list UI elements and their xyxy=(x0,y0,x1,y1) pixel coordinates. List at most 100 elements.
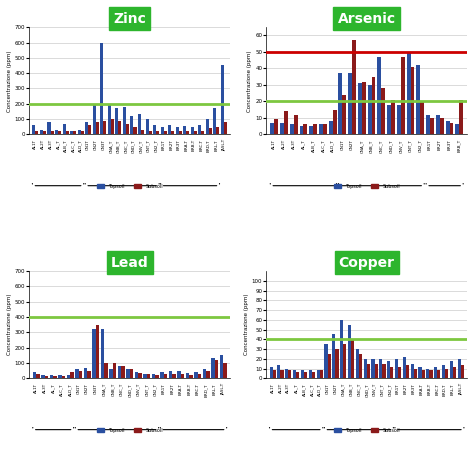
Bar xyxy=(41,375,45,378)
Bar xyxy=(63,124,65,134)
Bar xyxy=(194,131,197,134)
Bar xyxy=(356,349,359,378)
Bar xyxy=(198,374,201,378)
Bar xyxy=(32,125,36,134)
Bar xyxy=(203,369,206,378)
Bar xyxy=(118,366,121,378)
Bar xyxy=(191,127,194,134)
Bar xyxy=(348,325,351,378)
Bar xyxy=(273,371,276,378)
Bar xyxy=(328,354,331,378)
Bar xyxy=(359,354,362,378)
Bar xyxy=(329,121,333,134)
Bar xyxy=(169,371,172,378)
Bar xyxy=(186,131,189,134)
Bar xyxy=(206,119,209,134)
Bar xyxy=(221,65,224,134)
Bar xyxy=(123,107,126,134)
Bar xyxy=(442,365,445,378)
Text: Zinc: Zinc xyxy=(113,12,146,26)
Bar xyxy=(374,364,378,378)
Y-axis label: Concentrazione (ppm): Concentrazione (ppm) xyxy=(7,294,12,356)
Bar xyxy=(285,368,288,378)
Bar xyxy=(406,365,409,378)
Bar xyxy=(372,359,374,378)
Bar xyxy=(383,364,385,378)
Bar xyxy=(55,130,58,134)
Legend: Topsoil, Subsoil: Topsoil, Subsoil xyxy=(95,182,165,191)
Bar xyxy=(206,371,210,378)
Bar xyxy=(410,364,414,378)
Bar xyxy=(301,371,304,378)
Bar xyxy=(100,43,103,134)
Bar xyxy=(270,123,274,134)
Bar xyxy=(387,105,391,134)
Bar xyxy=(146,119,148,134)
Bar xyxy=(426,368,429,378)
Bar xyxy=(58,131,61,134)
Bar xyxy=(387,361,390,378)
Bar xyxy=(332,335,336,378)
Bar xyxy=(70,131,73,134)
Bar xyxy=(183,126,186,134)
Bar xyxy=(324,344,328,378)
Bar xyxy=(407,52,410,134)
Bar xyxy=(224,122,227,134)
Text: Copper: Copper xyxy=(339,255,395,270)
Bar xyxy=(270,366,273,378)
Bar xyxy=(108,104,111,134)
Bar xyxy=(342,95,346,134)
Bar xyxy=(372,77,375,134)
Bar xyxy=(449,123,454,134)
Bar xyxy=(319,124,323,134)
Bar xyxy=(309,371,312,378)
Bar xyxy=(430,118,434,134)
Bar xyxy=(138,114,141,134)
Bar xyxy=(364,359,367,378)
Bar xyxy=(164,374,167,378)
Bar xyxy=(429,371,433,378)
Bar xyxy=(65,131,69,134)
Bar xyxy=(156,131,159,134)
Bar xyxy=(440,118,444,134)
Legend: Topsoil, Subsoil: Topsoil, Subsoil xyxy=(95,426,165,435)
Bar xyxy=(160,372,164,378)
Bar xyxy=(223,363,227,378)
Bar xyxy=(79,371,82,378)
Bar xyxy=(434,366,438,378)
Bar xyxy=(410,67,414,134)
Bar xyxy=(352,40,356,134)
Bar xyxy=(453,366,456,378)
Bar xyxy=(96,122,99,134)
Bar xyxy=(87,371,91,378)
Bar xyxy=(281,371,283,378)
Bar xyxy=(155,375,159,378)
Bar xyxy=(420,101,424,134)
Bar xyxy=(300,126,303,134)
Bar xyxy=(75,369,79,378)
Bar xyxy=(323,124,327,134)
Bar xyxy=(284,111,288,134)
Bar xyxy=(36,131,38,134)
Bar xyxy=(53,376,56,378)
Bar xyxy=(189,375,192,378)
Bar xyxy=(458,359,461,378)
Bar xyxy=(85,122,88,134)
Bar xyxy=(277,365,281,378)
Bar xyxy=(340,320,343,378)
Bar xyxy=(152,374,155,378)
Bar xyxy=(395,359,398,378)
Bar xyxy=(130,369,133,378)
Bar xyxy=(141,130,144,134)
Bar xyxy=(377,57,382,134)
Bar xyxy=(127,369,130,378)
Bar xyxy=(220,356,223,378)
Bar xyxy=(62,376,65,378)
Bar xyxy=(445,368,448,378)
Bar xyxy=(148,131,152,134)
Bar xyxy=(47,122,51,134)
Bar xyxy=(414,368,417,378)
Y-axis label: Concentrazione (ppm): Concentrazione (ppm) xyxy=(247,50,253,111)
Bar xyxy=(33,372,36,378)
Bar xyxy=(304,373,307,378)
